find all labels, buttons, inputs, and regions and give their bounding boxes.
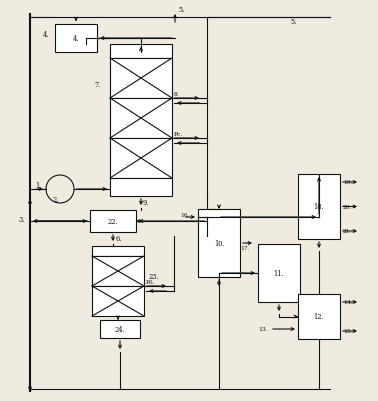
Bar	[198, 209, 240, 277]
Bar	[90, 211, 136, 233]
Text: 21.: 21.	[343, 229, 353, 234]
Text: 2.: 2.	[52, 196, 58, 203]
Text: 24.: 24.	[115, 325, 125, 333]
Text: 9.: 9.	[143, 198, 149, 207]
Text: Pc.: Pc.	[174, 132, 183, 137]
Bar	[92, 246, 144, 256]
Text: 8.: 8.	[174, 92, 180, 97]
Bar	[258, 244, 300, 302]
Text: 1.: 1.	[35, 182, 41, 190]
Text: 10.: 10.	[214, 239, 224, 247]
Text: 23.: 23.	[148, 272, 159, 280]
Text: 11.: 11.	[274, 269, 284, 277]
Bar	[92, 256, 144, 286]
Text: 17.: 17.	[240, 246, 249, 251]
Bar	[110, 59, 172, 99]
Bar	[110, 139, 172, 178]
Bar	[92, 286, 144, 316]
Text: 22.: 22.	[108, 217, 118, 225]
Text: P6.: P6.	[146, 280, 156, 285]
Bar	[100, 320, 140, 338]
Bar	[110, 99, 172, 139]
Text: 14.: 14.	[343, 300, 353, 305]
Text: 5.: 5.	[290, 18, 296, 26]
Bar	[110, 178, 172, 196]
Text: 18.: 18.	[314, 203, 324, 211]
Text: 16.: 16.	[180, 213, 189, 218]
Text: 3.: 3.	[18, 215, 24, 223]
Text: 12.: 12.	[314, 313, 324, 321]
Text: 7.: 7.	[94, 81, 100, 89]
Text: 20.: 20.	[343, 205, 352, 209]
Text: 5.: 5.	[178, 6, 184, 14]
Text: 19.: 19.	[343, 180, 353, 185]
Text: 4.: 4.	[43, 31, 50, 39]
Bar	[298, 174, 340, 239]
Bar	[298, 294, 340, 339]
Text: 4.: 4.	[73, 35, 79, 43]
Text: 15.: 15.	[343, 329, 353, 334]
Bar	[110, 45, 172, 59]
Text: 6.: 6.	[115, 235, 121, 242]
Bar	[55, 25, 97, 53]
Text: 13.: 13.	[258, 327, 268, 332]
